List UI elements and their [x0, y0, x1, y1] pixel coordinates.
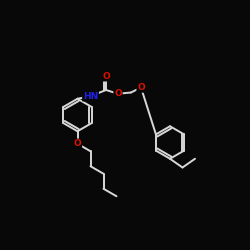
- Text: O: O: [102, 72, 110, 81]
- Text: O: O: [137, 83, 145, 92]
- Text: HN: HN: [83, 92, 98, 101]
- Text: O: O: [114, 89, 122, 98]
- Text: O: O: [74, 139, 82, 148]
